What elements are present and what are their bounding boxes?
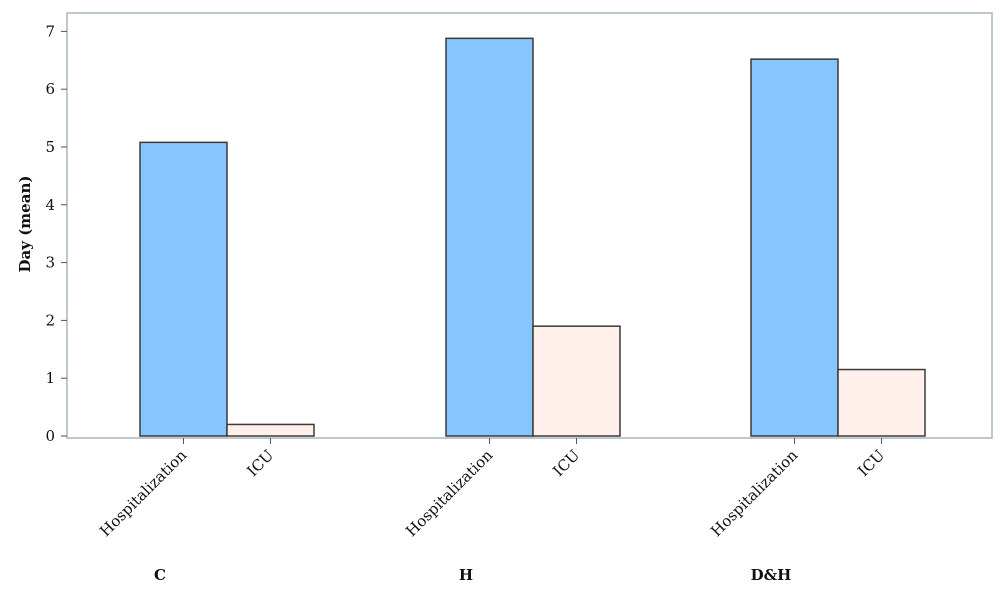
bar-dh-hospitalization [750,58,839,437]
bar-h-hospitalization [445,37,534,437]
x-tick-label: Hospitalization [96,446,190,540]
bar-h-icu [532,325,621,437]
group-label: H [459,566,473,584]
bar-dh-icu [837,368,926,437]
group-labels: C H D&H [154,566,791,584]
y-axis-title: Day (mean) [16,176,34,273]
y-tick-label: 2 [45,311,55,329]
x-tick-label: ICU [549,446,583,480]
plot-frame [66,12,993,439]
y-tick-label: 5 [45,138,55,156]
group-label: D&H [751,566,792,584]
x-tick-label: ICU [854,446,888,480]
x-axis: Hospitalization ICU Hospitalization ICU Hosp… [96,438,888,540]
y-axis: 0 1 2 3 4 5 6 7 [45,22,67,445]
y-tick-label: 1 [45,369,55,387]
y-tick-label: 3 [45,254,55,272]
y-tick-label: 6 [45,80,55,98]
x-tick-label: Hospitalization [402,446,496,540]
bars [139,37,926,437]
y-tick-label: 7 [45,22,55,40]
group-label: C [154,566,166,584]
y-tick-label: 0 [45,427,55,445]
y-tick-label: 4 [45,196,55,214]
bar-c-icu [226,423,315,437]
bar-c-hospitalization [139,141,228,437]
x-tick-label: Hospitalization [707,446,801,540]
x-tick-label: ICU [243,446,277,480]
